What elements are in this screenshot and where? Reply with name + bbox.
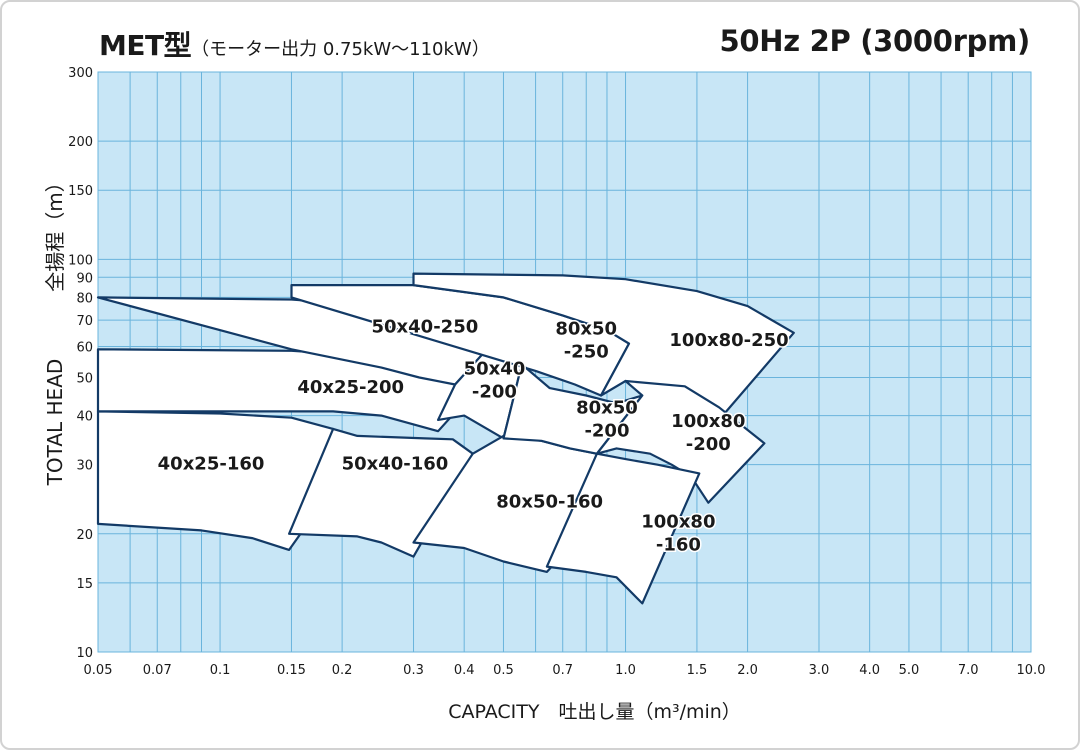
y-tick-label: 20 xyxy=(76,528,93,543)
region-label: -200 xyxy=(686,434,731,455)
y-tick-label: 90 xyxy=(76,271,93,286)
chart-subtitle: （モーター出力 0.75kW〜110kW） xyxy=(191,39,490,60)
y-tick-label: 80 xyxy=(76,291,93,306)
y-tick-label: 10 xyxy=(76,646,93,661)
region-label: 100x80 xyxy=(641,511,715,532)
x-tick-label: 0.05 xyxy=(84,663,113,678)
y-axis-label-en: TOTAL HEAD xyxy=(43,359,67,487)
x-tick-label: 0.15 xyxy=(277,663,306,678)
region-label: 100x80 xyxy=(671,411,745,432)
y-tick-label: 30 xyxy=(76,459,93,474)
chart-spec: 50Hz 2P (3000rpm) xyxy=(719,24,1030,58)
x-tick-label: 0.5 xyxy=(493,663,514,678)
region-label: 80x50 xyxy=(576,397,638,418)
chart-title-main: MET型 xyxy=(99,29,192,62)
y-axis-label: TOTAL HEAD 全揚程（m） xyxy=(43,172,67,486)
pump-regions xyxy=(96,272,795,605)
region-label: 50x40-250 xyxy=(371,317,478,338)
x-tick-label: 0.2 xyxy=(332,663,353,678)
y-tick-label: 60 xyxy=(76,340,93,355)
x-tick-label: 0.07 xyxy=(143,663,172,678)
x-tick-label: 10.0 xyxy=(1017,663,1046,678)
y-tick-label: 70 xyxy=(76,314,93,329)
x-tick-label: 2.0 xyxy=(737,663,758,678)
y-tick-label: 50 xyxy=(76,372,93,387)
x-tick-label: 5.0 xyxy=(899,663,920,678)
y-tick-label: 100 xyxy=(68,253,93,268)
x-tick-label: 0.7 xyxy=(552,663,573,678)
region-label: -200 xyxy=(584,420,629,441)
region-label: 40x25-200 xyxy=(297,377,404,398)
x-tick-label: 1.0 xyxy=(615,663,636,678)
y-tick-label: 300 xyxy=(68,66,93,81)
pump-region xyxy=(545,452,701,605)
x-tick-label: 0.3 xyxy=(403,663,424,678)
region-label: 80x50-160 xyxy=(496,492,603,513)
y-tick-label: 15 xyxy=(76,577,93,592)
region-label: -250 xyxy=(564,341,609,362)
region-label: -200 xyxy=(472,381,517,402)
x-axis-label: CAPACITY 吐出し量（m³/min） xyxy=(448,701,741,723)
region-label: -160 xyxy=(656,534,701,555)
y-axis-ticks: 10 15 20 30 40 50 60 70 80 90 100 150 200 300 xyxy=(68,66,93,661)
y-tick-label: 40 xyxy=(76,410,93,425)
y-axis-label-jp: 全揚程（m） xyxy=(43,172,67,291)
x-axis-ticks: 0.05 0.07 0.1 0.15 0.2 0.3 0.4 0.5 0.7 1.0 1.5 2.0 3… xyxy=(84,663,1046,678)
x-tick-label: 3.0 xyxy=(809,663,830,678)
x-tick-label: 0.4 xyxy=(454,663,475,678)
x-tick-label: 4.0 xyxy=(859,663,880,678)
region-label: 50x40-160 xyxy=(342,454,449,475)
region-label: 80x50 xyxy=(555,318,617,339)
y-tick-label: 200 xyxy=(68,135,93,150)
region-labels: 40x25-160 50x40-16040x25-20050x40-25050x4… xyxy=(156,315,790,557)
y-tick-label: 150 xyxy=(68,184,93,199)
x-tick-label: 0.1 xyxy=(210,663,231,678)
region-label: 40x25-160 xyxy=(158,454,265,475)
x-tick-label: 1.5 xyxy=(687,663,708,678)
region-label: 50x40 xyxy=(464,358,526,379)
region-label: 100x80-250 xyxy=(669,330,788,351)
chart-title: MET型（モーター出力 0.75kW〜110kW） xyxy=(99,24,490,64)
x-tick-label: 7.0 xyxy=(958,663,979,678)
